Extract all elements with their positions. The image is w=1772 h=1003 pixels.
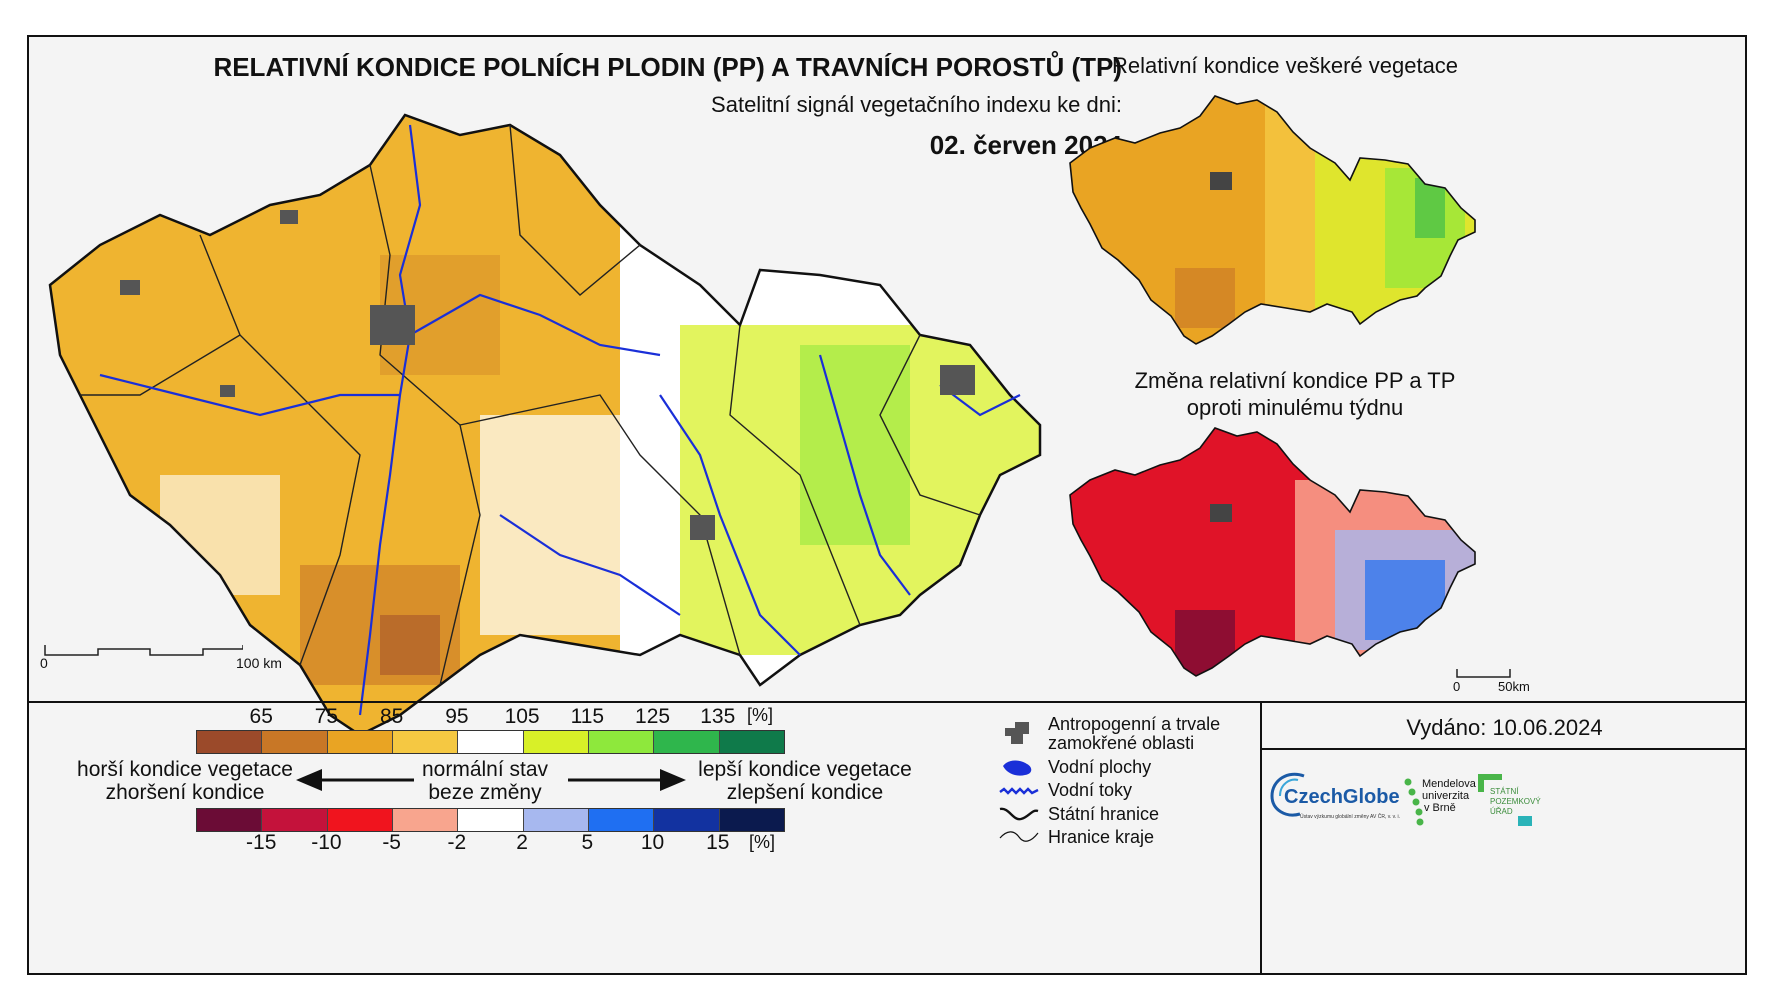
change-swatch (327, 809, 393, 831)
main-scale-bar (44, 645, 243, 656)
condition-tick-label: 105 (504, 705, 540, 728)
issued-date: Vydáno: 10.06.2024 (1406, 715, 1603, 740)
change-tick-label: -2 (447, 831, 467, 854)
key-region-border: Hranice kraje (1048, 827, 1155, 847)
rivers (99, 124, 1021, 716)
condition-swatch (588, 731, 655, 753)
condition-swatch (654, 731, 720, 753)
change-swatch (458, 809, 524, 831)
change-tick-label: 15 (706, 831, 730, 854)
main-map (48, 113, 1042, 737)
czechglobe-logo-icon (1270, 772, 1305, 817)
condition-tick-label: 85 (379, 705, 404, 728)
mendel-logo-icon (1404, 778, 1424, 826)
condition-scale (196, 730, 785, 754)
change-unit: [%] (749, 832, 776, 852)
legend-normal-line2: beze změny (428, 781, 542, 804)
condition-tick-label: 75 (314, 705, 339, 728)
main-scale-start: 0 (40, 655, 48, 671)
condition-swatch (392, 731, 459, 753)
water-body-icon (1003, 760, 1032, 776)
spu-line2: POZEMKOVÝ (1490, 797, 1541, 806)
condition-tick-label: 135 (700, 705, 736, 728)
inset-scale-start: 0 (1453, 679, 1461, 694)
condition-swatch (197, 731, 263, 753)
issued-separator-left (1260, 701, 1262, 975)
region-borders (80, 124, 981, 686)
state-border (48, 113, 1042, 737)
inset-top-title: Relativní kondice veškeré vegetace (1111, 53, 1459, 78)
legend-normal-line1: normální stav (421, 758, 549, 781)
change-tick-label: 2 (516, 831, 528, 854)
urban-areas (120, 210, 975, 540)
inset-scale-end: 50km (1498, 679, 1530, 694)
change-swatch (654, 809, 720, 831)
main-map-subtitle: Satelitní signál vegetačního indexu ke d… (711, 92, 1122, 117)
change-tick-label: 10 (640, 831, 665, 854)
region-border-icon (999, 831, 1039, 842)
issued-separator (1260, 748, 1747, 750)
urban-area-icon (1005, 722, 1029, 744)
mendel-line2: univerzita (1422, 790, 1470, 802)
change-tick-label: -10 (311, 831, 342, 854)
change-tick-label: -5 (382, 831, 401, 854)
condition-tick-label: 125 (635, 705, 671, 728)
key-urban-line2: zamokřené oblasti (1048, 733, 1195, 753)
change-scale (196, 808, 785, 832)
change-swatch (523, 809, 589, 831)
legend-worse-line1: horší kondice vegetace (77, 758, 293, 781)
inset-top-map (1069, 95, 1476, 345)
czechglobe-subtitle: Ústav výzkumu globální změny AV ČR, v. v… (1300, 814, 1401, 820)
main-map-title: RELATIVNÍ KONDICE POLNÍCH PLODIN (PP) A … (213, 52, 1122, 82)
legend-better-line1: lepší kondice vegetace (698, 758, 912, 781)
main-scale-end: 100 km (236, 655, 282, 671)
key-urban-line1: Antropogenní a trvale (1048, 714, 1221, 734)
main-map-date: 02. červen 2024 (929, 130, 1122, 160)
key-river: Vodní toky (1048, 780, 1133, 800)
key-water-body: Vodní plochy (1048, 757, 1152, 777)
inset-bottom-title-line2: oproti minulému týdnu (1186, 395, 1404, 420)
change-swatch (262, 809, 328, 831)
inset-bottom-map (1069, 427, 1476, 677)
condition-swatch (327, 731, 393, 753)
legend-better-line2: zlepšení kondice (726, 781, 884, 804)
change-swatch (197, 809, 263, 831)
river-icon (999, 787, 1039, 795)
mendel-line3: v Brně (1424, 802, 1456, 814)
condition-raster (50, 115, 1040, 735)
condition-swatch (262, 731, 328, 753)
change-tick-label: 5 (581, 831, 594, 854)
condition-swatch (719, 731, 784, 753)
condition-unit: [%] (747, 705, 774, 725)
czechglobe-logo: CzechGlobe (1284, 786, 1400, 808)
spu-logo-icon (1478, 774, 1532, 826)
change-ticks: -15 -10 -5 -2 2 5 10 15 (196, 831, 796, 857)
arrow-left-icon (296, 769, 414, 791)
change-swatch (588, 809, 655, 831)
legend-worse-line2: zhoršení kondice (105, 781, 265, 804)
inset-bottom-title-line1: Změna relativní kondice PP a TP (1134, 368, 1456, 393)
condition-swatch (458, 731, 524, 753)
change-swatch (392, 809, 459, 831)
state-border-icon (999, 807, 1039, 821)
change-swatch (719, 809, 784, 831)
condition-tick-label: 95 (445, 705, 469, 728)
key-state-border: Státní hranice (1048, 804, 1160, 824)
change-tick-label: -15 (246, 831, 277, 854)
inset-scale-bar (1456, 669, 1511, 678)
condition-ticks: 65 75 85 95 105 115 125 135 (196, 705, 796, 731)
spu-line1: STÁTNÍ (1490, 787, 1519, 796)
condition-tick-label: 115 (570, 705, 605, 728)
arrow-right-icon (568, 769, 686, 791)
condition-tick-label: 65 (249, 705, 273, 728)
spu-line3: ÚŘAD (1490, 807, 1513, 816)
mendel-line1: Mendelova (1422, 778, 1476, 790)
condition-swatch (523, 731, 589, 753)
legend-separator (27, 701, 1747, 703)
